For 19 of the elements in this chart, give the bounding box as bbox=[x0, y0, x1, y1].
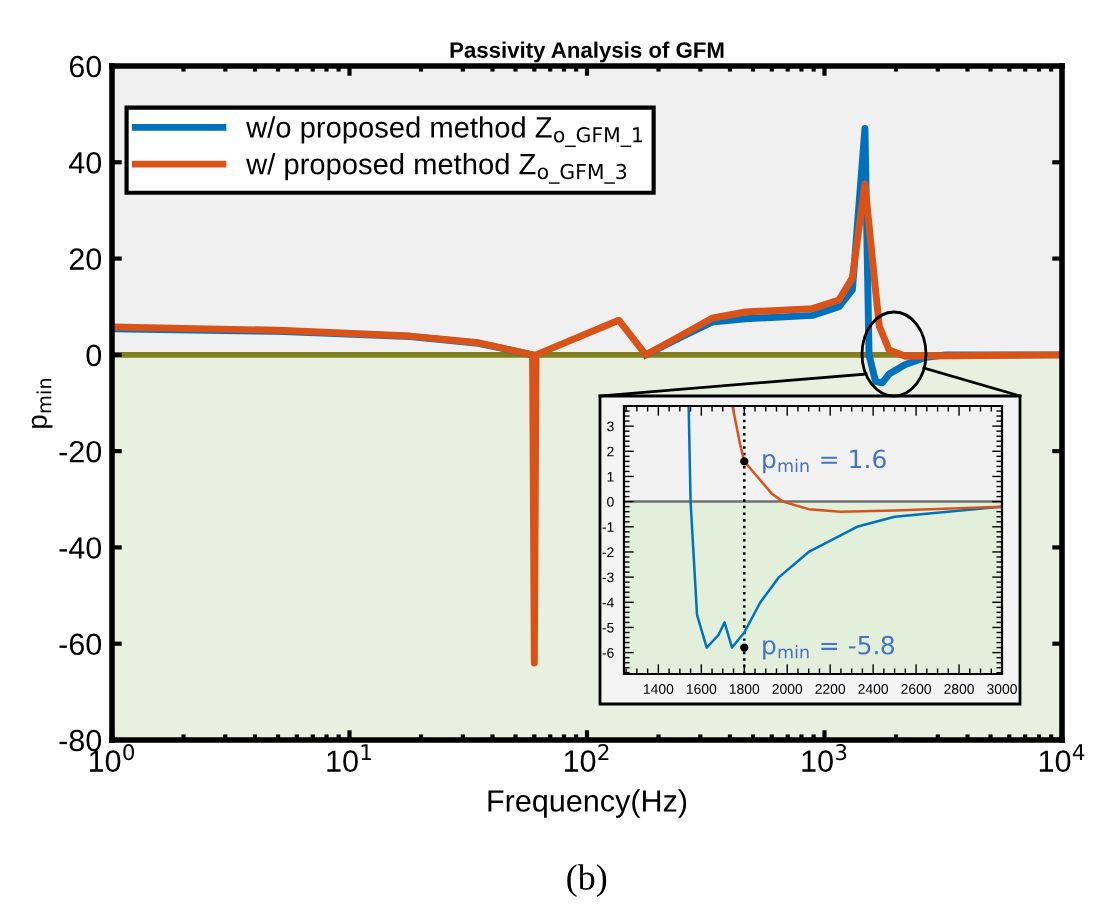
x-tick-label: 10$^{2}$ bbox=[564, 744, 609, 772]
x-tick-label: 10$^{1}$ bbox=[327, 744, 371, 772]
y-tick-label: -60 bbox=[59, 633, 102, 656]
y-tick-label: 60 bbox=[69, 55, 102, 78]
x-tick-label: 10$^{4}$ bbox=[1039, 744, 1085, 772]
legend-label: w/ proposed method Z$_{o_GFM_3}$ bbox=[246, 153, 627, 184]
y-tick-label: 0 bbox=[86, 344, 102, 367]
annotation: p$_{min}$ = -5.8 bbox=[763, 635, 894, 660]
x-tick-label: 10$^{3}$ bbox=[802, 744, 847, 772]
y-tick-label: 20 bbox=[69, 248, 102, 270]
legend-label: w/o proposed method Z$_{o_GFM_1}$ bbox=[246, 116, 643, 148]
y-axis-title: p$_{min}$ bbox=[31, 378, 53, 428]
text: (b) bbox=[567, 864, 607, 898]
x-axis-title: Frequency(Hz) bbox=[488, 789, 687, 818]
y-tick-label: 40 bbox=[69, 152, 102, 174]
annotation: p$_{min}$ = 1.6 bbox=[763, 449, 886, 474]
chart-title: Passivity Analysis of GFM bbox=[450, 41, 724, 63]
y-tick-label: -40 bbox=[59, 537, 102, 559]
y-tick-label: -20 bbox=[59, 440, 102, 463]
